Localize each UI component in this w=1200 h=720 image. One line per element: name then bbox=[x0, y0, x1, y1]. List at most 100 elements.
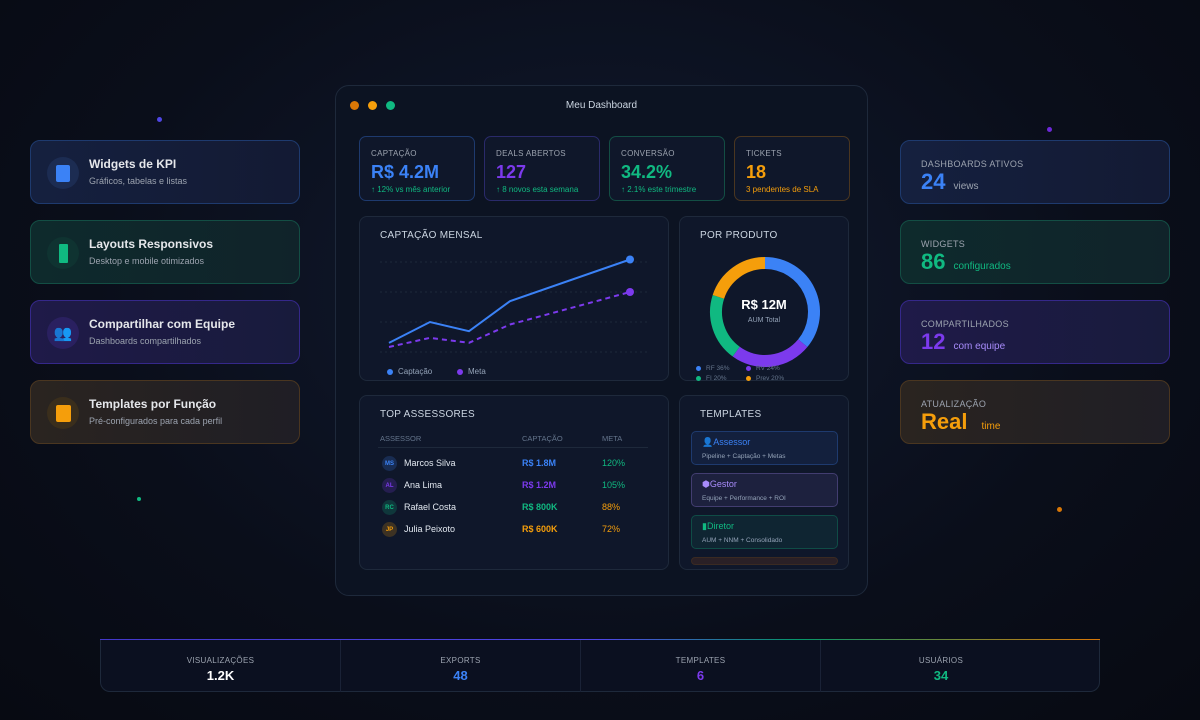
assessor-captacao: R$ 1.8M bbox=[522, 458, 557, 468]
template-desc: Equipe + Performance + ROI bbox=[702, 495, 786, 502]
stat-card-dashboards: DASHBOARDS ATIVOS 24 views bbox=[900, 140, 1170, 204]
feature-card-share[interactable]: 👥 Compartilhar com Equipe Dashboards com… bbox=[30, 300, 300, 364]
kpi-value: 34.2% bbox=[621, 162, 673, 182]
stat-unit: com equipe bbox=[953, 341, 1006, 352]
feature-subtitle: Gráficos, tabelas e listas bbox=[89, 176, 188, 186]
template-item-gestor[interactable]: ⬢Gestor Equipe + Performance + ROI bbox=[691, 473, 838, 507]
kpi-subtext: 3 pendentes de SLA bbox=[746, 185, 819, 194]
column-header: CAPTAÇÃO bbox=[522, 434, 563, 443]
bottom-stat: EXPORTS 48 bbox=[341, 640, 581, 692]
feature-card-layouts[interactable]: Layouts Responsivos Desktop e mobile oti… bbox=[30, 220, 300, 284]
feature-title: Widgets de KPI bbox=[89, 157, 177, 171]
stat-label: DASHBOARDS ATIVOS bbox=[921, 159, 1024, 169]
template-item-partial[interactable] bbox=[691, 557, 838, 565]
templates-panel: TEMPLATES 👤Assessor Pipeline + Captação +… bbox=[679, 395, 849, 570]
line-chart-panel: CAPTAÇÃO MENSAL Captação Meta bbox=[359, 216, 669, 381]
stat-value: 1.2K bbox=[206, 668, 235, 683]
donut-chart bbox=[710, 257, 820, 367]
table-row[interactable]: JP Julia Peixoto R$ 600K 72% bbox=[380, 519, 650, 541]
stat-card-widgets: WIDGETS 86 configurados bbox=[900, 220, 1170, 284]
bottom-stats-bar: VISUALIZAÇÕES 1.2K EXPORTS 48 TEMPLATES 6 USUÁ… bbox=[100, 640, 1100, 692]
donut-center-value: R$ 12M bbox=[741, 297, 787, 312]
stat-value: Real bbox=[921, 409, 968, 434]
mobile-icon bbox=[47, 237, 79, 269]
stat-value: 6 bbox=[696, 668, 705, 683]
legend-item: RV 24% bbox=[746, 365, 780, 372]
bottom-stat: VISUALIZAÇÕES 1.2K bbox=[101, 640, 341, 692]
template-name: Gestor bbox=[709, 479, 737, 489]
template-name: Diretor bbox=[706, 521, 734, 531]
decor-dot bbox=[137, 497, 141, 501]
legend-item: Prev 20% bbox=[746, 375, 784, 382]
stat-card-shared: COMPARTILHADOS 12 com equipe bbox=[900, 300, 1170, 364]
window-close-button[interactable] bbox=[350, 101, 359, 110]
template-desc: Pipeline + Captação + Metas bbox=[702, 453, 786, 460]
stat-value: 12 bbox=[921, 329, 946, 354]
assessor-name: Ana Lima bbox=[404, 480, 443, 490]
assessor-name: Rafael Costa bbox=[404, 502, 457, 512]
bottom-stat: TEMPLATES 6 bbox=[581, 640, 821, 692]
assessor-meta: 88% bbox=[602, 502, 621, 512]
divider bbox=[378, 447, 648, 448]
series-line-meta bbox=[388, 291, 631, 348]
kpi-card-tickets[interactable]: TICKETS 18 3 pendentes de SLA bbox=[734, 136, 850, 201]
kpi-label: CAPTAÇÃO bbox=[371, 149, 417, 158]
kpi-label: DEALS ABERTOS bbox=[496, 149, 566, 158]
template-item-diretor[interactable]: ▮Diretor AUM + NNM + Consolidado bbox=[691, 515, 838, 549]
table-row[interactable]: AL Ana Lima R$ 1.2M 105% bbox=[380, 475, 650, 497]
kpi-subtext: ↑ 8 novos esta semana bbox=[496, 185, 579, 194]
window-minimize-button[interactable] bbox=[368, 101, 377, 110]
stat-value: 34 bbox=[933, 668, 949, 683]
panel-title: TOP ASSESSORES bbox=[380, 409, 475, 420]
legend-item: RF 36% bbox=[696, 365, 729, 372]
stat-value: 24 bbox=[921, 169, 946, 194]
assessor-captacao: R$ 800K bbox=[522, 502, 558, 512]
bottom-stat: USUÁRIOS 34 bbox=[821, 640, 1061, 692]
template-icon: 👤 bbox=[702, 437, 714, 447]
avatar: MS bbox=[382, 456, 397, 471]
kpi-label: CONVERSÃO bbox=[621, 149, 675, 158]
template-icon: ⬢ bbox=[702, 479, 710, 489]
window-title: Meu Dashboard bbox=[565, 100, 638, 111]
kpi-card-conversao[interactable]: CONVERSÃO 34.2% ↑ 2.1% este trimestre bbox=[609, 136, 725, 201]
template-item-assessor[interactable]: 👤Assessor Pipeline + Captação + Metas bbox=[691, 431, 838, 465]
donut-slice[interactable] bbox=[712, 257, 766, 299]
donut-slice[interactable] bbox=[764, 257, 820, 348]
feature-subtitle: Dashboards compartilhados bbox=[89, 336, 202, 346]
dashboard-window: Meu Dashboard CAPTAÇÃO R$ 4.2M ↑ 12% vs … bbox=[335, 85, 868, 596]
assessor-captacao: R$ 600K bbox=[522, 524, 558, 534]
kpi-subtext: ↑ 12% vs mês anterior bbox=[371, 185, 451, 194]
data-point[interactable] bbox=[626, 255, 634, 264]
chart-title: POR PRODUTO bbox=[700, 230, 778, 241]
stat-unit: time bbox=[981, 421, 1001, 432]
table-row[interactable]: MS Marcos Silva R$ 1.8M 120% bbox=[380, 453, 650, 475]
feature-title: Layouts Responsivos bbox=[89, 237, 214, 251]
legend-meta: Meta bbox=[457, 367, 486, 376]
donut-slice[interactable] bbox=[732, 339, 808, 367]
avatar: AL bbox=[382, 478, 397, 493]
donut-center-label: AUM Total bbox=[747, 317, 781, 324]
window-maximize-button[interactable] bbox=[386, 101, 395, 110]
legend-captacao: Captação bbox=[387, 367, 432, 376]
widget-icon bbox=[47, 157, 79, 189]
top-assessores-panel: TOP ASSESSORES ASSESSOR CAPTAÇÃO META MS… bbox=[359, 395, 669, 570]
feature-subtitle: Pré-configurados para cada perfil bbox=[89, 416, 223, 426]
stat-value: 86 bbox=[921, 249, 946, 274]
data-point[interactable] bbox=[626, 288, 634, 296]
template-name: Assessor bbox=[713, 437, 751, 447]
feature-card-templates[interactable]: Templates por Função Pré-configurados pa… bbox=[30, 380, 300, 444]
stat-card-update: ATUALIZAÇÃO Real time bbox=[900, 380, 1170, 444]
stat-unit: views bbox=[953, 181, 979, 192]
stat-label: VISUALIZAÇÕES bbox=[186, 656, 255, 665]
kpi-card-captacao[interactable]: CAPTAÇÃO R$ 4.2M ↑ 12% vs mês anterior bbox=[359, 136, 475, 201]
stat-label: USUÁRIOS bbox=[918, 656, 964, 665]
template-icon: ▮ bbox=[702, 521, 707, 531]
donut-chart-panel: POR PRODUTO R$ 12M AUM Total RF 36% RV 24… bbox=[679, 216, 849, 382]
kpi-value: 127 bbox=[496, 162, 527, 182]
column-header: ASSESSOR bbox=[380, 434, 422, 443]
donut-slice[interactable] bbox=[710, 295, 740, 357]
table-row[interactable]: RC Rafael Costa R$ 800K 88% bbox=[380, 497, 650, 519]
feature-card-widgets[interactable]: Widgets de KPI Gráficos, tabelas e lista… bbox=[30, 140, 300, 204]
kpi-card-deals[interactable]: DEALS ABERTOS 127 ↑ 8 novos esta semana bbox=[484, 136, 600, 201]
stat-value: 48 bbox=[453, 668, 468, 683]
